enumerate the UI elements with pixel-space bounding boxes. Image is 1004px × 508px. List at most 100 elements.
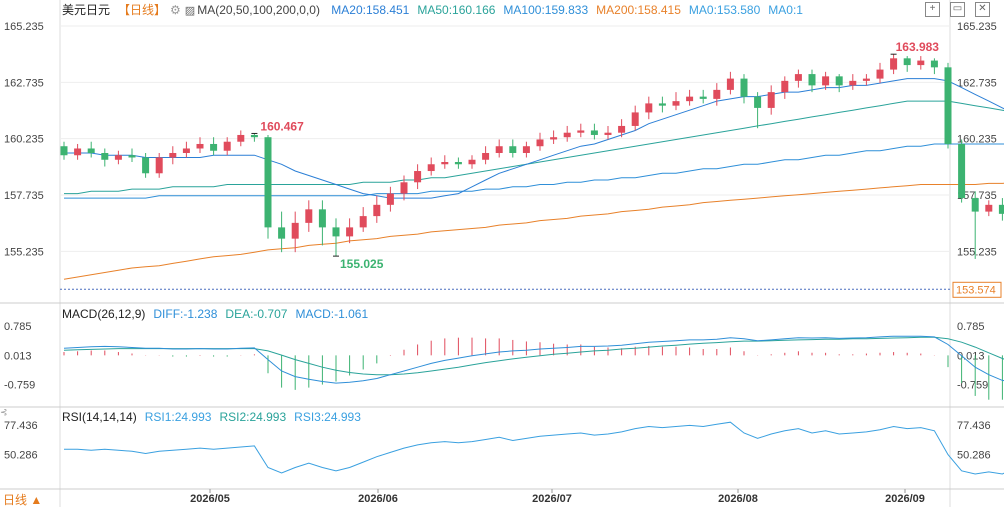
ma-value-1: MA50:160.166	[417, 3, 496, 17]
candle-body	[822, 76, 830, 86]
candle-body	[726, 78, 734, 90]
candle-body	[278, 227, 286, 239]
period-button[interactable]: 日线 ▲	[3, 493, 43, 507]
candle-body	[346, 227, 354, 237]
candle-body	[781, 80, 789, 93]
candle-body	[645, 103, 653, 113]
price-tick-right: 157.735	[957, 190, 997, 202]
candle-body	[74, 148, 82, 156]
rsi-title: RSI(14,14,14)	[62, 410, 137, 424]
symbol-label: 美元日元	[62, 3, 111, 17]
macd-tick-right: 0.013	[957, 350, 985, 362]
candle-body	[550, 137, 558, 140]
candle-body	[373, 204, 381, 217]
candle-body	[182, 148, 190, 153]
price-tick-right: 160.235	[957, 134, 997, 146]
candle-body	[849, 80, 857, 86]
price-legend: 美元日元 【日线】 ⚙ ▨ MA(20,50,100,200,0,0) MA20:158…	[62, 3, 819, 18]
candle-body	[495, 146, 503, 153]
price-tick-right: 165.235	[957, 21, 997, 33]
chart-toggle-icon[interactable]: ▨	[184, 5, 196, 17]
candle-body	[87, 148, 95, 153]
ma-value-0: MA20:158.451	[331, 3, 410, 17]
candle-body	[835, 76, 843, 86]
candle-body	[808, 74, 816, 86]
macd-diff-line	[63, 335, 1004, 384]
candle-body	[754, 96, 762, 108]
candle-body	[672, 101, 680, 106]
side-indicator-icon: ⊰	[0, 407, 8, 417]
price-tick-left: 157.735	[4, 190, 44, 202]
rsi-tick-left: 77.436	[4, 420, 38, 432]
candle-body	[114, 155, 122, 160]
candle-body	[699, 96, 707, 99]
rsi2-value: RSI2:24.993	[219, 410, 287, 424]
candle-body	[427, 164, 435, 172]
settings-gear-icon[interactable]: ⚙	[170, 3, 181, 17]
candle-body	[237, 134, 245, 142]
add-icon[interactable]: +	[925, 2, 940, 17]
candle-body	[305, 209, 313, 223]
price-tick-left: 162.735	[4, 77, 44, 89]
price-tick-left: 165.235	[4, 21, 44, 33]
rsi3-value: RSI3:24.993	[294, 410, 361, 424]
candle-body	[318, 209, 326, 228]
candle-body	[210, 143, 218, 151]
candle-body	[563, 132, 571, 138]
price-annotation: 155.025	[340, 257, 384, 271]
candle-body	[250, 134, 258, 138]
rsi-legend: RSI(14,14,14) RSI1:24.993 RSI2:24.993 RSI3:…	[62, 410, 369, 424]
candle-body	[930, 60, 938, 68]
macd-tick-left: -0.759	[4, 380, 35, 392]
minimize-icon[interactable]: ▭	[950, 2, 965, 17]
ma200-line	[63, 182, 1004, 280]
ma-value-2: MA100:159.833	[503, 3, 589, 17]
macd-tick-right: 0.785	[957, 321, 985, 333]
last-price-box	[952, 281, 1002, 298]
candle-body	[454, 162, 462, 165]
rsi-tick-right: 77.436	[957, 420, 991, 432]
candle-body	[604, 132, 612, 135]
candle-body	[169, 152, 177, 158]
x-tick-label: 2026/09	[885, 493, 925, 505]
candle-body	[767, 92, 775, 108]
candle-body	[155, 157, 163, 174]
macd-tick-right: -0.759	[957, 380, 988, 392]
window-controls: + ▭ ✕	[915, 2, 990, 17]
candle-body	[590, 130, 598, 135]
ma100-line	[64, 143, 1004, 199]
candle-body	[985, 204, 993, 212]
candle-body	[658, 103, 666, 106]
x-tick-label: 2026/08	[718, 493, 758, 505]
candle-body	[631, 112, 639, 126]
ma-value-5: MA0:1	[768, 3, 803, 17]
rsi1-value: RSI1:24.993	[144, 410, 212, 424]
rsi-tick-right: 50.286	[957, 449, 991, 461]
candle-body	[971, 198, 979, 212]
macd-dea-line	[63, 336, 1004, 376]
candle-body	[223, 141, 231, 151]
x-tick-label: 2026/07	[532, 493, 572, 505]
ma-value-4: MA0:153.580	[688, 3, 761, 17]
candle-body	[577, 130, 585, 133]
candle-body	[536, 139, 544, 147]
candle-body	[890, 58, 898, 70]
candle-body	[386, 193, 394, 205]
close-icon[interactable]: ✕	[975, 2, 990, 17]
macd-title: MACD(26,12,9)	[62, 307, 146, 321]
rsi-line	[64, 421, 1004, 475]
ma50-line	[64, 100, 1004, 195]
x-tick-label: 2026/06	[358, 493, 398, 505]
macd-tick-left: 0.013	[4, 350, 32, 362]
candle-body	[142, 157, 150, 174]
macd-legend: MACD(26,12,9) DIFF:-1.238 DEA:-0.707 MACD:-…	[62, 307, 376, 321]
candle-body	[400, 182, 408, 194]
candle-body	[128, 155, 136, 158]
candle-body	[101, 152, 109, 160]
price-tick-left: 160.235	[4, 134, 44, 146]
candle-body	[794, 74, 802, 81]
price-annotation: 163.983	[896, 40, 940, 54]
last-price-tag: 153.574	[956, 284, 996, 296]
candle-body	[264, 137, 272, 228]
